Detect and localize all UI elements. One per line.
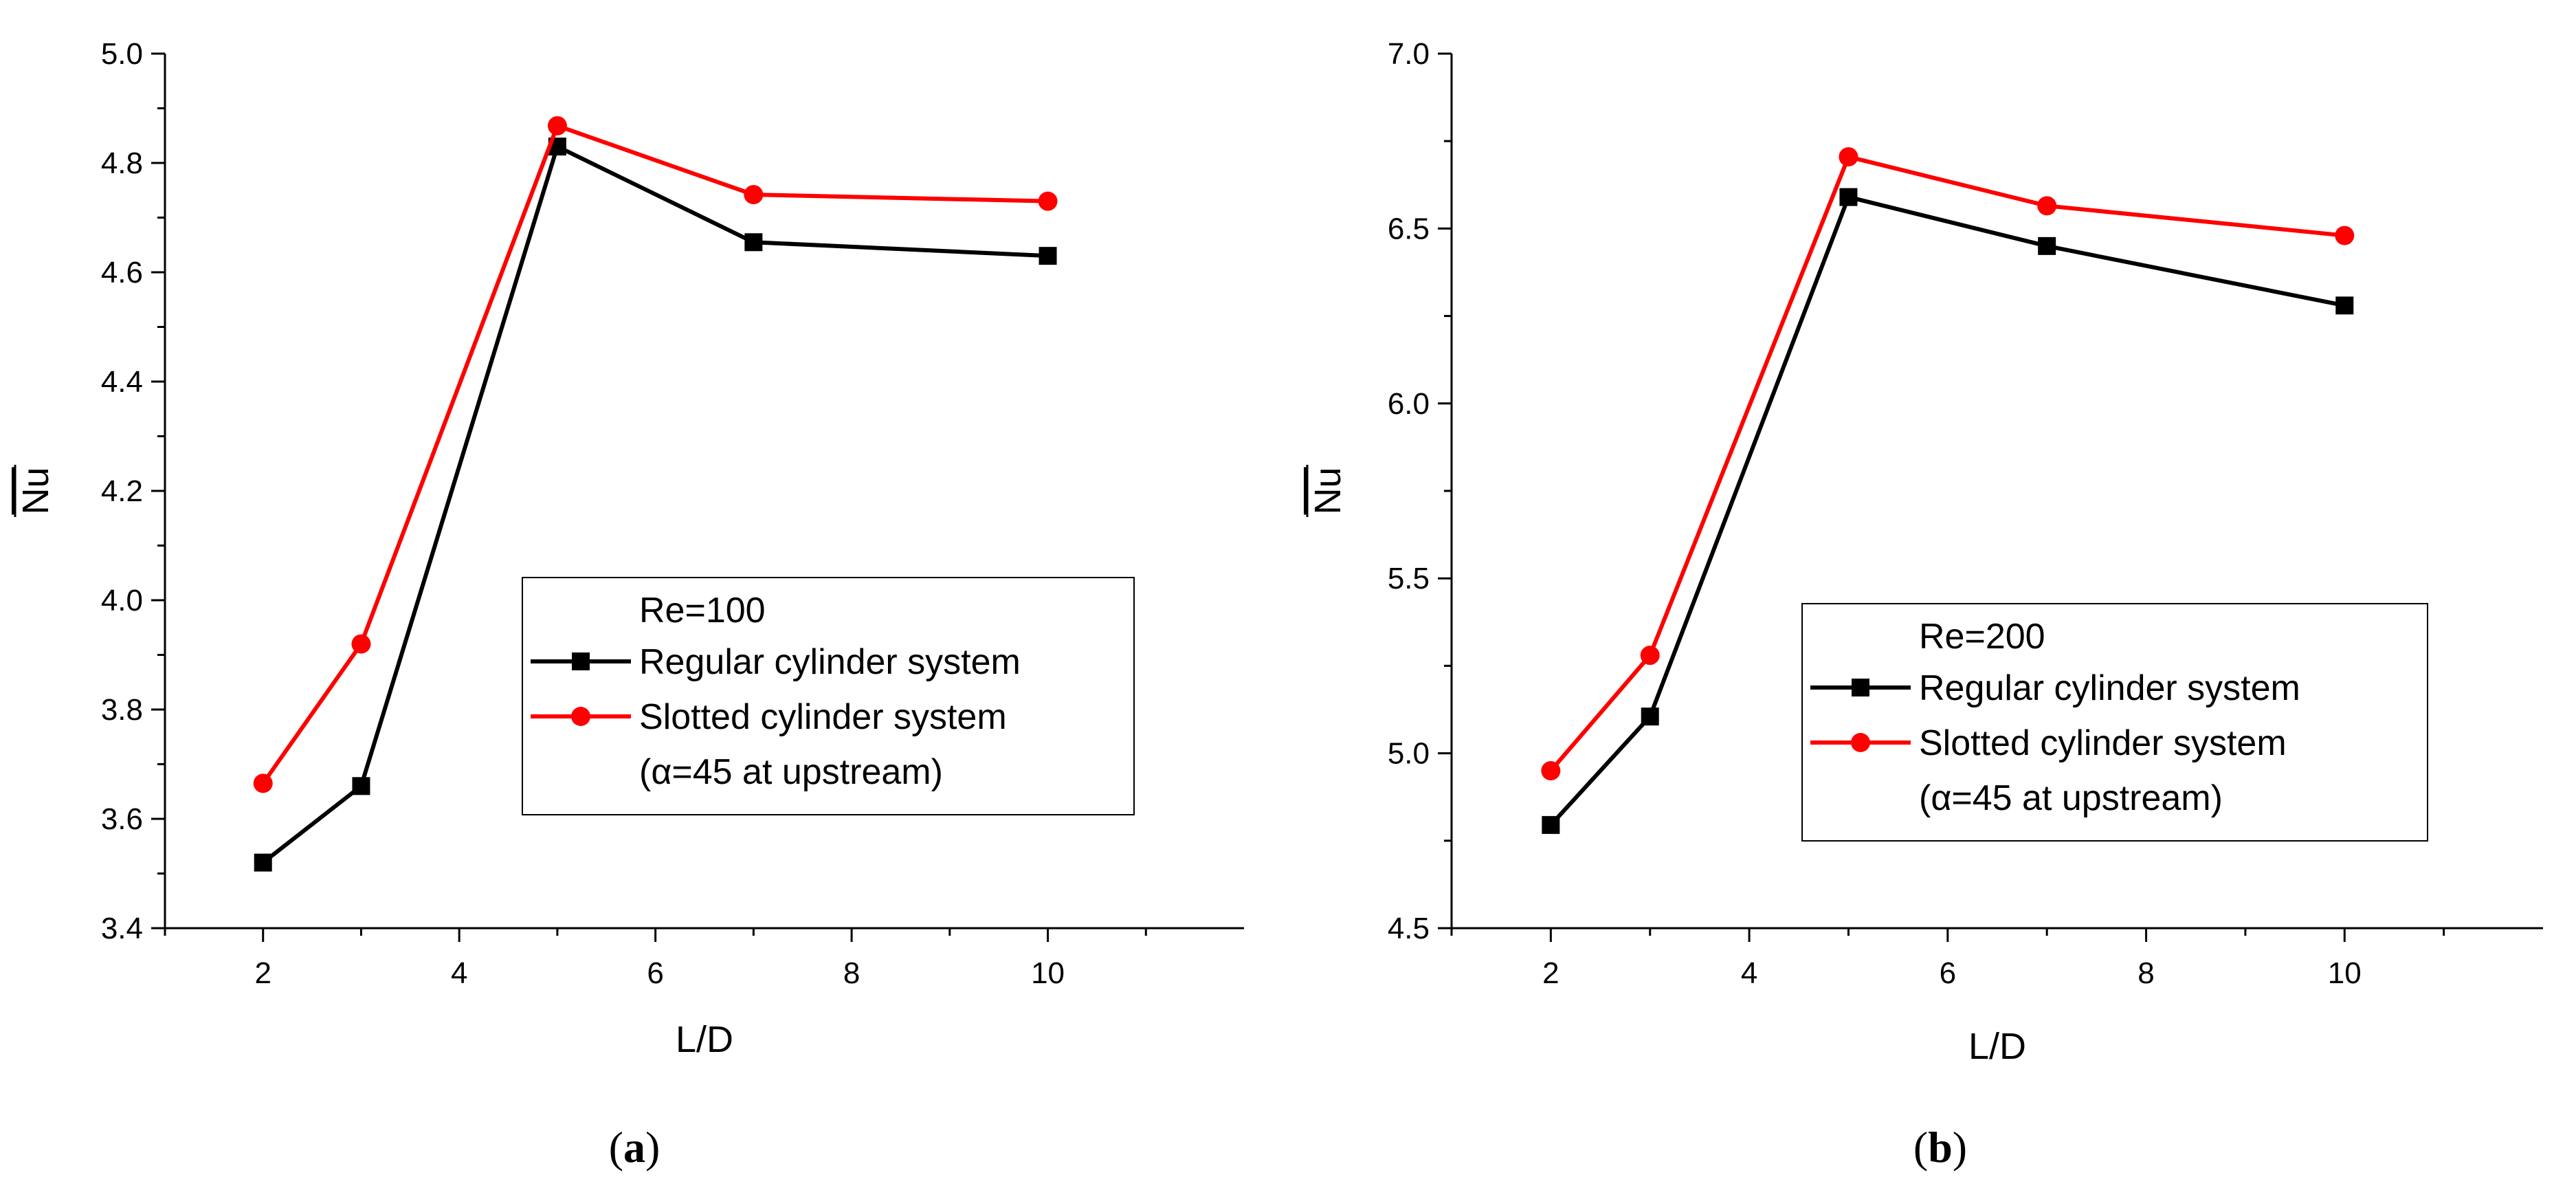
data-point-regular	[1039, 247, 1057, 265]
legend-box	[522, 577, 1135, 815]
data-point-slotted	[1640, 646, 1660, 666]
legend-label-regular: Regular cylinder system	[639, 642, 1021, 682]
legend-title: Re=200	[1919, 617, 2045, 657]
x-tick-label: 8	[843, 956, 860, 990]
legend-label-regular: Regular cylinder system	[1919, 668, 2300, 708]
y-tick-label: 4.4	[101, 365, 143, 399]
y-tick-label: 3.6	[101, 802, 143, 836]
y-tick-label: 4.6	[101, 256, 143, 289]
x-tick-label: 6	[1940, 956, 1956, 990]
caption-a-letter: a	[623, 1123, 645, 1172]
x-tick-label: 2	[1542, 956, 1559, 990]
y-tick-label: 4.8	[101, 146, 143, 180]
x-tick-label: 2	[254, 956, 271, 990]
y-tick-label: 4.2	[101, 474, 143, 508]
data-point-regular	[744, 233, 763, 252]
data-point-slotted	[744, 185, 764, 205]
y-tick-label: 5.5	[1388, 562, 1430, 595]
caption-b-letter: b	[1928, 1123, 1953, 1172]
y-tick-label: 6.0	[1388, 387, 1430, 421]
y-axis-title: Nu	[15, 467, 56, 514]
panel-b: 2 4 6 8 10 4.5 5.0 5.5 6.0 6.5 7.0 L/D Nu Re=200 Regul…	[1306, 37, 2543, 1067]
y-tick-label: 5.0	[1388, 737, 1430, 771]
y-tick-label: 4.5	[1388, 912, 1430, 945]
legend-label-slotted: Slotted cylinder system	[639, 697, 1007, 737]
legend-swatch-marker-regular	[572, 652, 590, 670]
data-point-slotted	[351, 634, 371, 654]
x-tick-label: 6	[647, 956, 663, 990]
data-point-regular	[2038, 237, 2056, 255]
x-tick-label: 4	[1741, 956, 1757, 990]
data-point-regular	[254, 853, 272, 872]
caption-b: (b)	[1913, 1123, 1967, 1172]
x-axis-title: L/D	[676, 1019, 733, 1060]
legend-title: Re=100	[639, 591, 766, 630]
legend-swatch-marker-regular	[1852, 679, 1869, 696]
data-point-slotted	[1038, 191, 1058, 211]
y-tick-label: 3.4	[101, 912, 143, 945]
legend-label-slotted-note: (α=45 at upstream)	[1919, 778, 2223, 818]
legend-label-slotted: Slotted cylinder system	[1919, 723, 2287, 763]
panel-a: 2 4 6 8 10 3.4 3.6 3.8 4.0 4.2 4.4 4.6 4.8 5.0 L/D Nu Re…	[14, 37, 1244, 1060]
x-axis-title: L/D	[1968, 1026, 2026, 1067]
y-tick-label: 7.0	[1388, 37, 1430, 71]
y-tick-label: 6.5	[1388, 212, 1430, 245]
legend-box	[1801, 603, 2428, 842]
data-point-slotted	[2037, 196, 2057, 216]
legend-label-slotted-note: (α=45 at upstream)	[639, 752, 943, 792]
legend-swatch-marker-slotted	[571, 707, 590, 726]
y-tick-label: 3.8	[101, 693, 143, 727]
data-point-slotted	[1541, 761, 1561, 781]
y-tick-label: 4.0	[101, 584, 143, 617]
legend-swatch-marker-slotted	[1851, 733, 1870, 752]
data-point-regular	[2335, 296, 2354, 315]
data-point-regular	[352, 777, 370, 795]
y-axis-title: Nu	[1307, 467, 1348, 514]
data-point-slotted	[1839, 147, 1858, 167]
data-point-regular	[1542, 815, 1560, 834]
x-tick-label: 10	[1031, 956, 1065, 990]
y-tick-label: 5.0	[101, 37, 143, 71]
data-point-slotted	[2335, 226, 2355, 245]
x-tick-label: 10	[2328, 956, 2362, 990]
x-tick-label: 8	[2138, 956, 2154, 990]
data-point-regular	[1641, 707, 1659, 726]
data-point-slotted	[253, 773, 273, 793]
caption-a: (a)	[609, 1123, 660, 1172]
data-point-slotted	[547, 116, 567, 135]
data-point-regular	[1839, 188, 1858, 206]
x-tick-label: 4	[451, 956, 467, 990]
